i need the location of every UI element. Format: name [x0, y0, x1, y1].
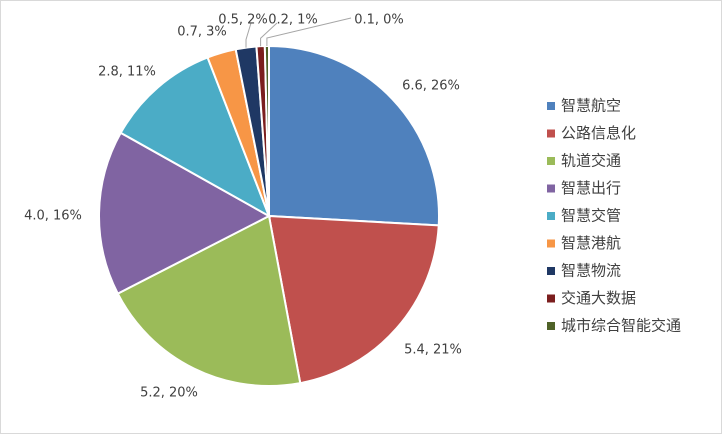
data-label-8: 0.2, 1%: [268, 13, 318, 28]
data-label-3: 5.2, 20%: [140, 386, 198, 401]
data-label-5: 2.8, 11%: [98, 65, 156, 80]
data-label-4: 4.0, 16%: [24, 209, 82, 224]
legend-swatch-3: [547, 157, 555, 165]
legend-label-5: 智慧交管: [561, 207, 621, 225]
pie-slices: [98, 44, 440, 388]
legend-label-8: 交通大数据: [561, 289, 636, 307]
data-label-6: 0.7, 3%: [177, 25, 227, 40]
data-label-9: 0.1, 0%: [354, 13, 404, 28]
leader-line-9: [266, 17, 352, 46]
pie-slice-2: [267, 214, 440, 385]
legend-label-9: 城市综合智能交通: [561, 317, 681, 335]
pie-slice-9: [263, 44, 270, 217]
legend-swatch-8: [547, 294, 555, 303]
data-label-1: 6.6, 26%: [402, 79, 460, 94]
pie-slice-4: [98, 131, 272, 295]
leader-line-7: [245, 22, 252, 48]
leader-lines: [245, 17, 352, 48]
legend-swatch-6: [547, 239, 555, 248]
leader-line-8: [260, 22, 278, 47]
legend-swatch-7: [547, 267, 555, 275]
pie-slice-5: [119, 56, 271, 219]
pie-slice-1: [268, 44, 440, 227]
legend-swatch-9: [547, 322, 555, 330]
legend-swatch-4: [547, 184, 555, 193]
legend-label-4: 智慧出行: [561, 179, 621, 197]
legend-label-7: 智慧物流: [561, 262, 621, 280]
data-label-2: 5.4, 21%: [404, 343, 462, 358]
legend-label-6: 智慧港航: [561, 234, 621, 252]
legend-swatch-5: [547, 212, 555, 220]
legend-label-3: 轨道交通: [561, 152, 621, 170]
legend: 智慧航空公路信息化轨道交通智慧出行智慧交管智慧港航智慧物流交通大数据城市综合智能…: [547, 97, 681, 335]
data-label-7: 0.5, 2%: [218, 13, 268, 28]
legend-swatch-1: [547, 102, 555, 110]
legend-swatch-2: [547, 129, 555, 138]
legend-label-1: 智慧航空: [561, 97, 621, 115]
pie-slice-3: [116, 214, 302, 388]
legend-label-2: 公路信息化: [561, 124, 636, 142]
data-labels: 6.6, 26% 5.4, 21% 5.2, 20% 4.0, 16% 2.8, 11%…: [24, 13, 462, 401]
